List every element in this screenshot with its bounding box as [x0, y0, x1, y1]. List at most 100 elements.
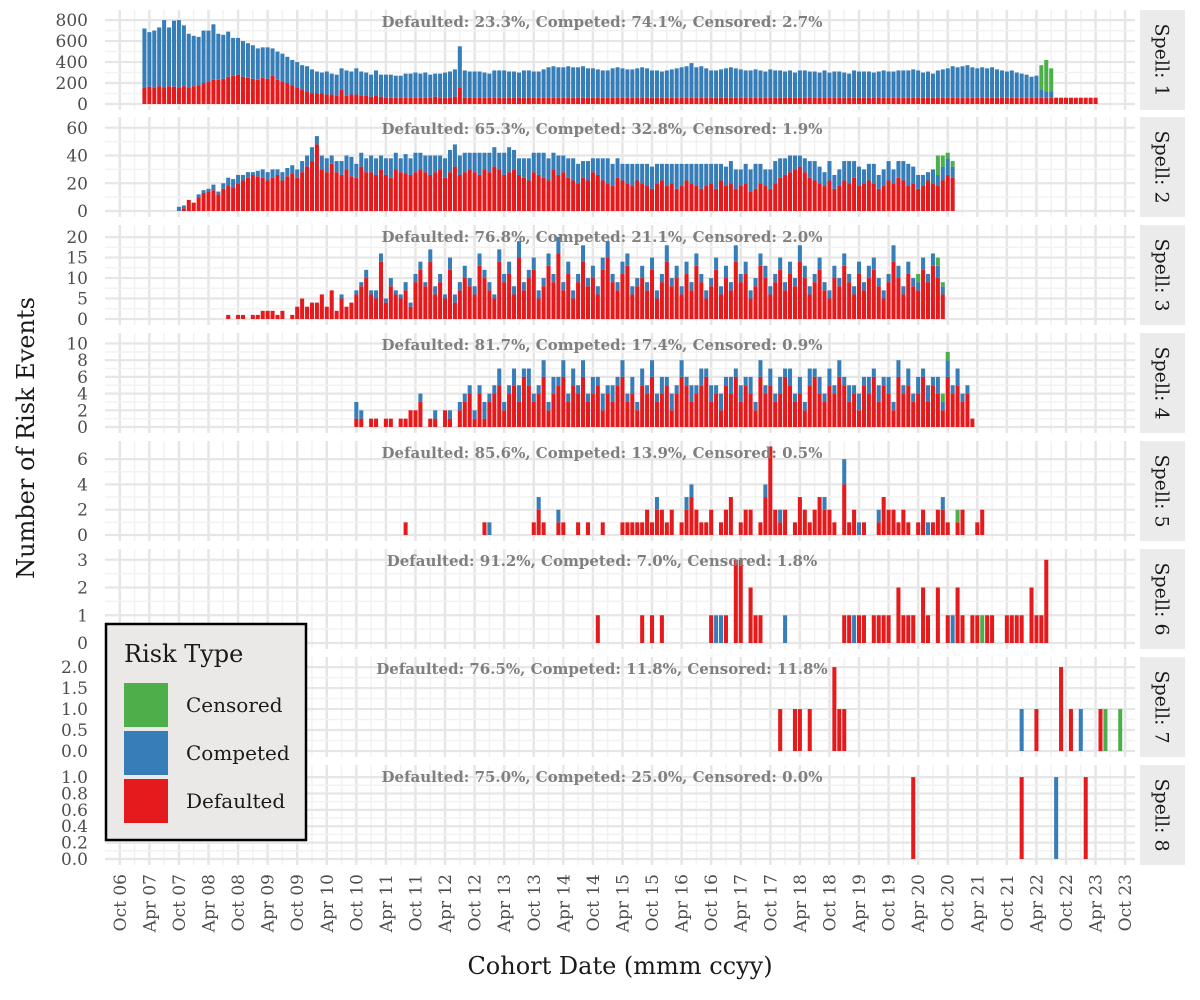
bar-competed	[1034, 75, 1039, 98]
bar-defaulted	[521, 376, 526, 427]
bar-competed	[763, 71, 768, 98]
bar-defaulted	[659, 393, 664, 427]
bar-defaulted	[408, 410, 413, 427]
bar-competed	[541, 360, 546, 377]
bar-censored	[935, 257, 940, 266]
bar-defaulted	[595, 615, 600, 643]
bar-competed	[714, 70, 719, 98]
bar-defaulted	[250, 314, 255, 319]
bar-competed	[650, 257, 655, 270]
bar-defaulted	[891, 509, 896, 535]
bar-defaulted	[196, 197, 201, 211]
bar-defaulted	[911, 401, 916, 427]
bar-defaulted	[477, 265, 482, 319]
bar-defaulted	[546, 265, 551, 319]
bar-defaulted	[881, 497, 886, 535]
bar-competed	[359, 410, 364, 419]
bar-competed	[457, 155, 462, 175]
bar-defaulted	[502, 97, 507, 104]
bar-defaulted	[960, 97, 965, 104]
bar-competed	[669, 393, 674, 411]
bar-competed	[314, 136, 319, 145]
bar-defaulted	[719, 180, 724, 211]
bar-competed	[595, 376, 600, 386]
bar-competed	[393, 152, 398, 170]
bar-defaulted	[250, 78, 255, 104]
bar-defaulted	[847, 522, 852, 535]
bar-defaulted	[546, 97, 551, 104]
bar-defaulted	[625, 183, 630, 211]
bar-defaulted	[512, 385, 517, 427]
bar-censored	[1103, 709, 1108, 751]
bar-defaulted	[625, 97, 630, 104]
bar-competed	[881, 70, 886, 98]
bar-competed	[679, 360, 684, 377]
bar-defaulted	[324, 172, 329, 211]
bar-competed	[383, 74, 388, 98]
bar-competed	[842, 72, 847, 98]
bar-defaulted	[605, 257, 610, 319]
bar-defaulted	[344, 306, 349, 319]
bar-defaulted	[768, 97, 773, 104]
bar-competed	[447, 71, 452, 98]
bar-competed	[324, 158, 329, 173]
x-tick-label: Oct 22	[1057, 874, 1077, 931]
bar-defaulted	[285, 176, 290, 211]
bar-competed	[714, 385, 719, 394]
bar-competed	[773, 393, 778, 402]
bar-defaulted	[393, 97, 398, 104]
bar-competed	[669, 69, 674, 98]
bar-defaulted	[1078, 97, 1083, 104]
bar-defaulted	[615, 177, 620, 211]
bar-defaulted	[817, 183, 822, 211]
legend-label-censored: Censored	[186, 693, 283, 717]
bar-competed	[723, 68, 728, 98]
bar-competed	[837, 360, 842, 377]
bar-defaulted	[871, 97, 876, 104]
bar-competed	[467, 385, 472, 394]
bar-defaulted	[935, 393, 940, 427]
bar-competed	[738, 273, 743, 283]
bar-defaulted	[699, 282, 704, 319]
bar-competed	[482, 72, 487, 98]
bar-defaulted	[467, 169, 472, 211]
bar-competed	[270, 48, 275, 76]
bar-defaulted	[876, 286, 881, 319]
bar-defaulted	[674, 393, 679, 427]
bar-competed	[1078, 709, 1083, 751]
bar-defaulted	[585, 180, 590, 211]
bar-competed	[802, 70, 807, 98]
bar-defaulted	[507, 273, 512, 319]
bar-defaulted	[925, 401, 931, 427]
bar-competed	[502, 273, 507, 283]
bar-defaulted	[585, 401, 590, 427]
bar-competed	[832, 71, 837, 98]
bar-defaulted	[581, 177, 586, 211]
bar-defaulted	[748, 509, 753, 535]
bar-competed	[620, 68, 625, 98]
bar-defaulted	[408, 174, 413, 211]
bar-competed	[467, 71, 472, 98]
bar-competed	[659, 376, 664, 394]
bar-defaulted	[571, 298, 576, 319]
bar-defaulted	[906, 273, 911, 319]
bar-defaulted	[733, 261, 738, 319]
bar-defaulted	[413, 410, 418, 427]
bar-defaulted	[861, 615, 866, 643]
bar-defaulted	[945, 615, 950, 643]
bar-defaulted	[709, 615, 714, 643]
bar-defaulted	[699, 385, 704, 427]
bar-defaulted	[852, 509, 857, 535]
bar-competed	[477, 385, 482, 394]
bar-defaulted	[369, 294, 374, 319]
bar-defaulted	[876, 615, 881, 643]
bar-competed	[462, 70, 467, 98]
bar-competed	[842, 459, 847, 485]
bar-defaulted	[576, 522, 581, 535]
bar-defaulted	[339, 89, 344, 104]
bar-defaulted	[581, 376, 586, 427]
bar-competed	[906, 163, 911, 187]
bar-competed	[906, 368, 911, 386]
bar-defaulted	[980, 97, 985, 104]
